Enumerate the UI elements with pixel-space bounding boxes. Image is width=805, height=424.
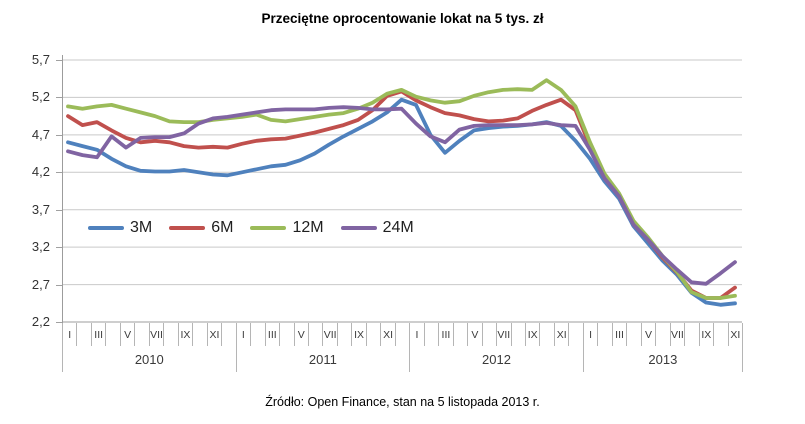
series-line-24M bbox=[66, 105, 737, 286]
month-axis: I III V VII IX XI I III V VII IX XI I III V VII IX XI I III… bbox=[62, 323, 743, 346]
y-tick-mark bbox=[56, 172, 62, 174]
y-tick-mark bbox=[56, 209, 62, 211]
legend-label: 12M bbox=[292, 219, 324, 236]
month-tick-label: VII bbox=[322, 323, 337, 346]
month-tick-label: XI bbox=[380, 323, 394, 346]
month-tick-label: XI bbox=[727, 323, 742, 346]
y-tick-label: 2,7 bbox=[31, 276, 50, 292]
month-cell bbox=[192, 323, 206, 346]
y-tick-label: 2,2 bbox=[31, 314, 50, 329]
month-tick-label: VII bbox=[496, 323, 510, 346]
month-cell bbox=[105, 323, 119, 346]
legend-swatch bbox=[340, 226, 377, 230]
y-tick-label: 5,7 bbox=[31, 52, 50, 67]
y-tick-mark bbox=[56, 97, 62, 99]
month-tick-label: XI bbox=[206, 323, 221, 346]
month-cell bbox=[365, 323, 380, 346]
month-cell bbox=[250, 323, 264, 346]
month-tick-label: I bbox=[62, 323, 76, 346]
month-tick-label: V bbox=[293, 323, 308, 346]
y-tick-label: 4,2 bbox=[31, 164, 50, 180]
year-label-2013: 2013 bbox=[582, 346, 742, 372]
y-tick-mark bbox=[56, 134, 62, 136]
legend: 3M 6M 12M 24M bbox=[88, 219, 414, 237]
legend-item-12M: 12M bbox=[250, 219, 324, 237]
series-line-3M bbox=[66, 97, 737, 307]
plot-area bbox=[62, 55, 742, 323]
month-tick-label: I bbox=[409, 323, 423, 346]
month-tick-label: IX bbox=[351, 323, 365, 346]
y-tick-label: 3,2 bbox=[31, 239, 50, 255]
month-cell bbox=[163, 323, 177, 346]
legend-label: 3M bbox=[130, 219, 153, 236]
y-tick-mark bbox=[56, 247, 62, 249]
month-tick-label: XI bbox=[553, 323, 568, 346]
chart-svg bbox=[62, 55, 742, 323]
source-note: Źródło: Open Finance, stan na 5 listopad… bbox=[265, 395, 540, 409]
month-tick-label: V bbox=[119, 323, 134, 346]
month-cell bbox=[597, 323, 611, 346]
month-tick-label: III bbox=[438, 323, 452, 346]
month-tick-label: IX bbox=[698, 323, 713, 346]
year-label-2010: 2010 bbox=[62, 346, 236, 372]
month-cell bbox=[307, 323, 322, 346]
legend-swatch bbox=[250, 226, 287, 230]
month-tick-label: III bbox=[264, 323, 279, 346]
legend-item-6M: 6M bbox=[169, 219, 233, 237]
y-tick-label: 3,7 bbox=[31, 201, 50, 217]
month-cell bbox=[279, 323, 293, 346]
month-cell bbox=[452, 323, 467, 346]
y-tick-label: 5,2 bbox=[31, 89, 50, 105]
month-tick-label: IX bbox=[177, 323, 192, 346]
month-cell bbox=[394, 323, 409, 346]
month-tick-label: III bbox=[90, 323, 105, 346]
month-cell bbox=[684, 323, 698, 346]
month-cell bbox=[568, 323, 582, 346]
year-axis: 2010 2011 2012 2013 bbox=[62, 346, 743, 372]
y-tick-mark bbox=[56, 322, 62, 323]
month-cell bbox=[221, 323, 235, 346]
legend-label: 6M bbox=[211, 219, 234, 236]
y-tick-mark bbox=[56, 284, 62, 286]
series-line-12M bbox=[66, 78, 737, 300]
month-cell bbox=[510, 323, 525, 346]
month-cell bbox=[539, 323, 553, 346]
month-cell bbox=[134, 323, 148, 346]
legend-item-3M: 3M bbox=[88, 219, 152, 237]
legend-item-24M: 24M bbox=[340, 219, 414, 237]
year-label-2011: 2011 bbox=[235, 346, 410, 372]
y-tick-mark bbox=[56, 60, 62, 61]
month-tick-label: III bbox=[611, 323, 626, 346]
month-tick-label: V bbox=[467, 323, 481, 346]
month-tick-label: V bbox=[640, 323, 655, 346]
chart-title: Przeciętne oprocentowanie lokat na 5 tys… bbox=[261, 11, 544, 26]
month-cell bbox=[336, 323, 351, 346]
month-cell bbox=[655, 323, 669, 346]
month-tick-label: VII bbox=[669, 323, 684, 346]
month-cell bbox=[423, 323, 438, 346]
month-tick-label: IX bbox=[525, 323, 539, 346]
legend-label: 24M bbox=[382, 219, 414, 236]
month-tick-label: I bbox=[582, 323, 597, 346]
month-tick-label: I bbox=[235, 323, 250, 346]
month-tick-label: VII bbox=[148, 323, 163, 346]
y-tick-label: 4,7 bbox=[31, 126, 50, 142]
month-cell bbox=[713, 323, 727, 346]
legend-swatch bbox=[169, 226, 206, 230]
month-cell bbox=[626, 323, 640, 346]
year-label-2012: 2012 bbox=[409, 346, 583, 372]
month-cell bbox=[481, 323, 496, 346]
legend-swatch bbox=[88, 226, 124, 230]
month-cell bbox=[76, 323, 90, 346]
